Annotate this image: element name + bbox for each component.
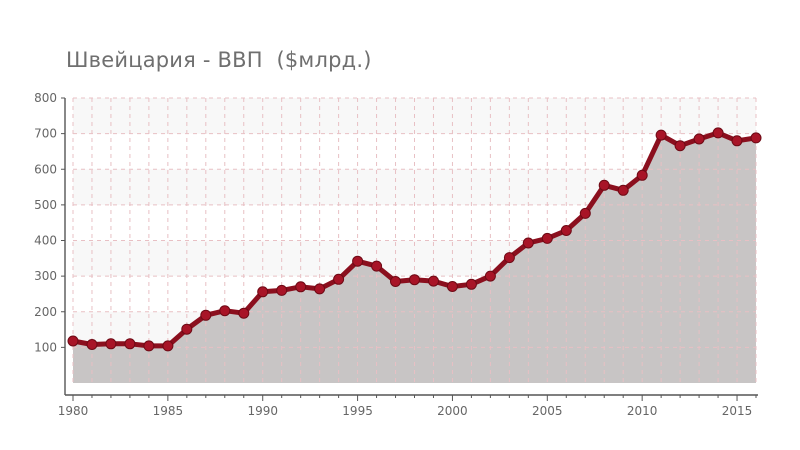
y-tick-label: 400 bbox=[34, 234, 57, 248]
data-point bbox=[257, 286, 269, 298]
data-point bbox=[617, 184, 629, 196]
chart-title: Швейцария - ВВП ($млрд.) bbox=[66, 48, 372, 72]
x-tick-label: 2000 bbox=[437, 404, 468, 418]
data-point bbox=[333, 273, 345, 285]
data-point bbox=[67, 335, 79, 347]
data-point bbox=[371, 260, 383, 272]
y-tick-label: 100 bbox=[34, 340, 57, 354]
x-tick-label: 1985 bbox=[153, 404, 184, 418]
data-point bbox=[238, 307, 250, 319]
data-point bbox=[162, 340, 174, 352]
data-point bbox=[731, 135, 743, 147]
data-point bbox=[712, 127, 724, 139]
data-point bbox=[105, 338, 117, 350]
x-tick-label: 2010 bbox=[627, 404, 658, 418]
x-tick-labels: 1980 1985 1990 1995 2000 2005 2010 2015 bbox=[58, 404, 753, 418]
x-tick-label: 1980 bbox=[58, 404, 89, 418]
x-tick-label: 1990 bbox=[247, 404, 278, 418]
data-point bbox=[484, 270, 496, 282]
data-point bbox=[693, 133, 705, 145]
data-point bbox=[295, 281, 307, 293]
data-point bbox=[465, 278, 477, 290]
data-point bbox=[674, 140, 686, 152]
grid-layer bbox=[72, 97, 757, 382]
data-point bbox=[181, 323, 193, 335]
data-point bbox=[390, 276, 401, 287]
data-point bbox=[409, 274, 420, 286]
data-point bbox=[522, 237, 534, 249]
data-point bbox=[352, 255, 364, 267]
x-tick-label: 1995 bbox=[342, 404, 373, 418]
data-point bbox=[200, 309, 212, 321]
y-tick-label: 300 bbox=[34, 269, 57, 283]
data-point bbox=[143, 340, 155, 352]
data-point bbox=[655, 129, 667, 141]
data-point bbox=[314, 283, 326, 295]
data-point bbox=[86, 339, 98, 350]
y-tick-labels: 100 200 300 400 500 600 700 800 bbox=[34, 91, 57, 354]
x-tick-label: 2005 bbox=[532, 404, 563, 418]
x-tick-label: 2015 bbox=[722, 404, 753, 418]
y-tick-label: 700 bbox=[34, 127, 57, 141]
data-point bbox=[598, 179, 610, 191]
data-point bbox=[219, 305, 231, 317]
data-point bbox=[276, 284, 288, 296]
y-tick-label: 500 bbox=[34, 198, 57, 212]
area-fill-layer bbox=[73, 132, 756, 383]
data-point bbox=[579, 207, 591, 219]
data-point bbox=[446, 281, 458, 292]
data-point bbox=[541, 232, 553, 244]
area-fill bbox=[73, 132, 756, 383]
y-tick-label: 800 bbox=[34, 91, 57, 105]
data-point bbox=[124, 338, 136, 350]
y-tick-label: 600 bbox=[34, 162, 57, 176]
data-point bbox=[428, 275, 439, 287]
data-point bbox=[636, 169, 648, 181]
y-tick-label: 200 bbox=[34, 305, 57, 319]
series-marker-layer bbox=[67, 127, 762, 352]
axes-layer bbox=[61, 97, 758, 401]
data-point bbox=[560, 225, 572, 236]
data-point bbox=[503, 252, 515, 264]
data-point bbox=[750, 132, 762, 144]
